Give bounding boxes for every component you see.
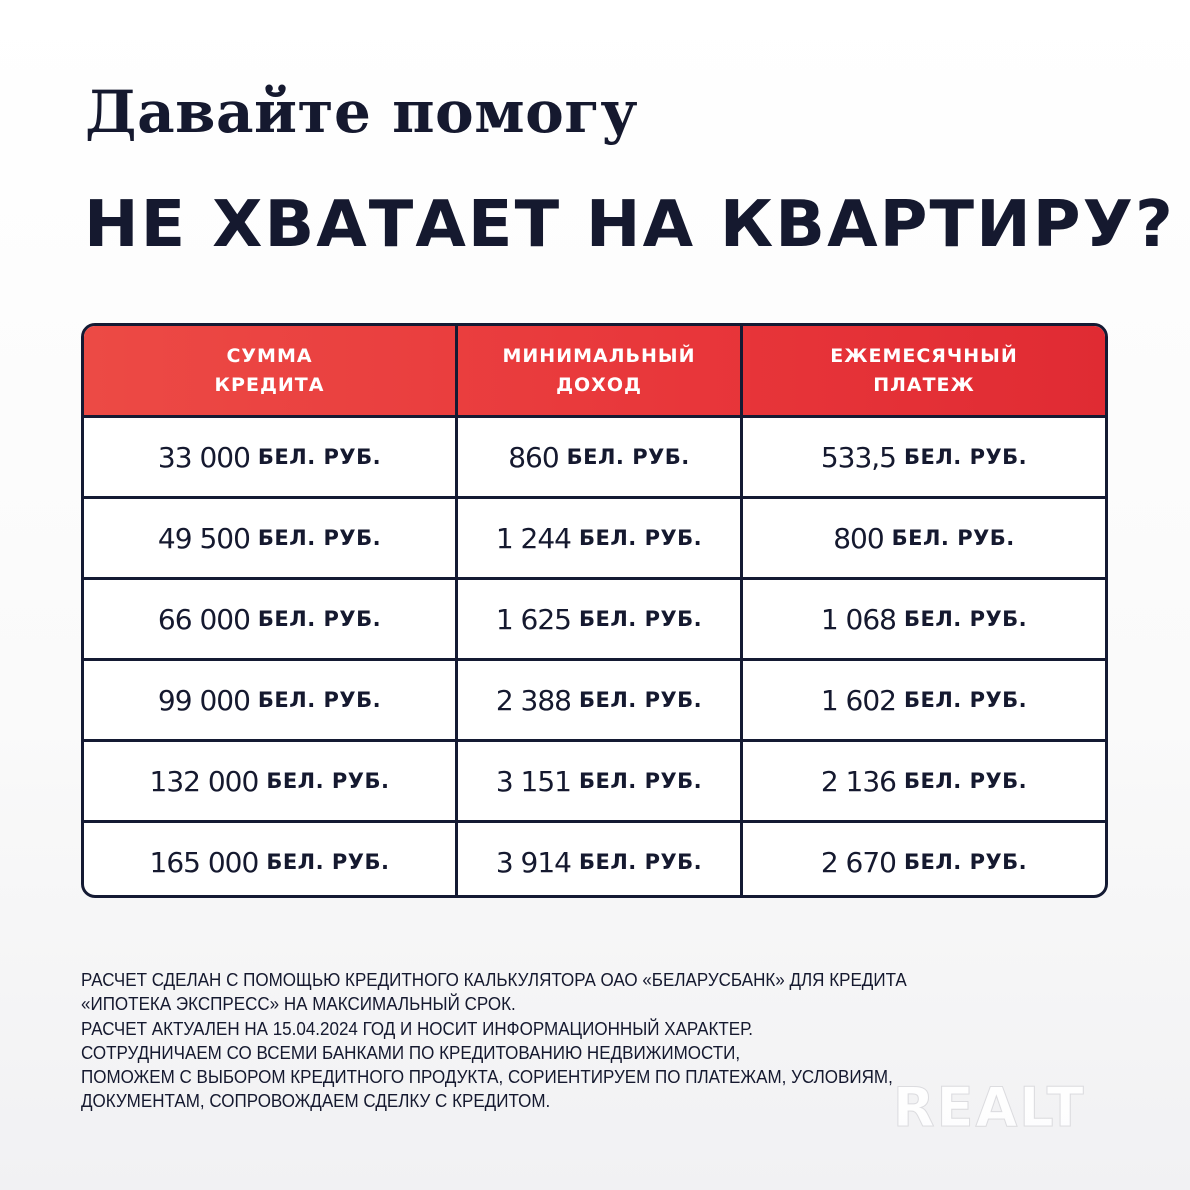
min-income-cell: 860 БЕЛ. РУБ. [455, 418, 740, 496]
currency-label: БЕЛ. РУБ. [257, 445, 382, 469]
amount-value: 1 068 [820, 602, 897, 636]
currency-label: БЕЛ. РУБ. [257, 688, 382, 712]
column-header-min-income: МИНИМАЛЬНЫЙ ДОХОД [455, 326, 740, 415]
column-header-monthly-payment: ЕЖЕМЕСЯЧНЫЙ ПЛАТЕЖ [740, 326, 1105, 415]
currency-label: БЕЛ. РУБ. [579, 526, 703, 550]
amount-value: 1 244 [495, 521, 572, 555]
min-income-cell: 2 388 БЕЛ. РУБ. [455, 661, 740, 739]
column-header-loan-amount: СУММА КРЕДИТА [214, 344, 325, 396]
footnote: РАСЧЕТ СДЕЛАН С ПОМОЩЬЮ КРЕДИТНОГО КАЛЬК… [81, 968, 1181, 1114]
loan-amount-cell: 49 500 БЕЛ. РУБ. [84, 499, 455, 577]
min-income-cell: 3 151 БЕЛ. РУБ. [455, 742, 740, 820]
footnote-line: ДОКУМЕНТАМ, СОПРОВОЖДАЕМ СДЕЛКУ С КРЕДИТ… [81, 1090, 551, 1112]
loan-amount-cell: 66 000 БЕЛ. РУБ. [84, 580, 455, 658]
amount-value: 132 000 [149, 764, 260, 798]
currency-label: БЕЛ. РУБ. [566, 445, 690, 469]
currency-label: БЕЛ. РУБ. [579, 688, 703, 712]
footnote-line: РАСЧЕТ СДЕЛАН С ПОМОЩЬЮ КРЕДИТНОГО КАЛЬК… [81, 969, 907, 990]
amount-value: 33 000 [157, 440, 251, 474]
amount-value: 533,5 [820, 440, 897, 474]
amount-value: 165 000 [149, 845, 260, 879]
currency-label: БЕЛ. РУБ. [266, 769, 390, 793]
table-row: 66 000 БЕЛ. РУБ. 1 625 БЕЛ. РУБ. 1 068 БЕЛ. Р… [84, 577, 1105, 658]
currency-label: БЕЛ. РУБ. [904, 607, 1028, 631]
loan-amount-cell: 99 000 БЕЛ. РУБ. [84, 661, 455, 739]
currency-label: БЕЛ. РУБ. [257, 607, 382, 631]
amount-value: 2 388 [495, 683, 572, 717]
loan-amount-cell: 165 000 БЕЛ. РУБ. [84, 823, 455, 895]
currency-label: БЕЛ. РУБ. [579, 607, 703, 631]
amount-value: 3 914 [495, 845, 572, 879]
currency-label: БЕЛ. РУБ. [266, 850, 390, 874]
currency-label: БЕЛ. РУБ. [257, 526, 382, 550]
realt-watermark-logo: REALT [893, 1076, 1086, 1140]
monthly-payment-cell: 2 136 БЕЛ. РУБ. [740, 742, 1105, 820]
loan-amount-cell: 33 000 БЕЛ. РУБ. [84, 418, 455, 496]
amount-value: 49 500 [157, 521, 251, 555]
amount-value: 99 000 [157, 683, 251, 717]
monthly-payment-cell: 1 602 БЕЛ. РУБ. [740, 661, 1105, 739]
monthly-payment-cell: 800 БЕЛ. РУБ. [740, 499, 1105, 577]
min-income-cell: 3 914 БЕЛ. РУБ. [455, 823, 740, 895]
monthly-payment-cell: 1 068 БЕЛ. РУБ. [740, 580, 1105, 658]
currency-label: БЕЛ. РУБ. [579, 850, 703, 874]
table-row: 165 000 БЕЛ. РУБ. 3 914 БЕЛ. РУБ. 2 670 БЕЛ. … [84, 820, 1105, 895]
title-line-2: НЕ ХВАТАЕТ НА КВАРТИРУ? [84, 188, 1175, 262]
monthly-payment-cell: 2 670 БЕЛ. РУБ. [740, 823, 1105, 895]
table-row: 99 000 БЕЛ. РУБ. 2 388 БЕЛ. РУБ. 1 602 БЕЛ. Р… [84, 658, 1105, 739]
currency-label: БЕЛ. РУБ. [579, 769, 703, 793]
table-row: 132 000 БЕЛ. РУБ. 3 151 БЕЛ. РУБ. 2 136 БЕЛ. … [84, 739, 1105, 820]
amount-value: 860 [508, 440, 559, 474]
currency-label: БЕЛ. РУБ. [904, 850, 1028, 874]
amount-value: 66 000 [157, 602, 251, 636]
amount-value: 1 625 [495, 602, 572, 636]
min-income-cell: 1 625 БЕЛ. РУБ. [455, 580, 740, 658]
footnote-line: РАСЧЕТ АКТУАЛЕН НА 15.04.2024 ГОД И НОСИ… [81, 1017, 754, 1039]
currency-label: БЕЛ. РУБ. [904, 688, 1028, 712]
footnote-line: ПОМОЖЕМ С ВЫБОРОМ КРЕДИТНОГО ПРОДУКТА, С… [81, 1066, 893, 1088]
min-income-cell: 1 244 БЕЛ. РУБ. [455, 499, 740, 577]
table-header: СУММА КРЕДИТА МИНИМАЛЬНЫЙ ДОХОД ЕЖЕМЕСЯЧ… [84, 326, 1105, 415]
title-line-1: Давайте помогу [85, 78, 638, 146]
table-row: 33 000 БЕЛ. РУБ. 860 БЕЛ. РУБ. 533,5 БЕЛ. РУБ… [84, 415, 1105, 496]
footnote-line: «ИПОТЕКА ЭКСПРЕСС» НА МАКСИМАЛЬНЫЙ СРОК. [81, 993, 516, 1015]
footnote-line: СОТРУДНИЧАЕМ СО ВСЕМИ БАНКАМИ ПО КРЕДИТО… [81, 1041, 741, 1063]
amount-value: 2 136 [820, 764, 897, 798]
table-row: 49 500 БЕЛ. РУБ. 1 244 БЕЛ. РУБ. 800 БЕЛ. РУБ… [84, 496, 1105, 577]
currency-label: БЕЛ. РУБ. [891, 526, 1015, 550]
credit-table: СУММА КРЕДИТА МИНИМАЛЬНЫЙ ДОХОД ЕЖЕМЕСЯЧ… [81, 323, 1108, 898]
amount-value: 2 670 [820, 845, 897, 879]
monthly-payment-cell: 533,5 БЕЛ. РУБ. [740, 418, 1105, 496]
loan-amount-cell: 132 000 БЕЛ. РУБ. [84, 742, 455, 820]
currency-label: БЕЛ. РУБ. [904, 445, 1028, 469]
currency-label: БЕЛ. РУБ. [904, 769, 1028, 793]
amount-value: 800 [833, 521, 884, 555]
amount-value: 3 151 [495, 764, 572, 798]
amount-value: 1 602 [820, 683, 897, 717]
